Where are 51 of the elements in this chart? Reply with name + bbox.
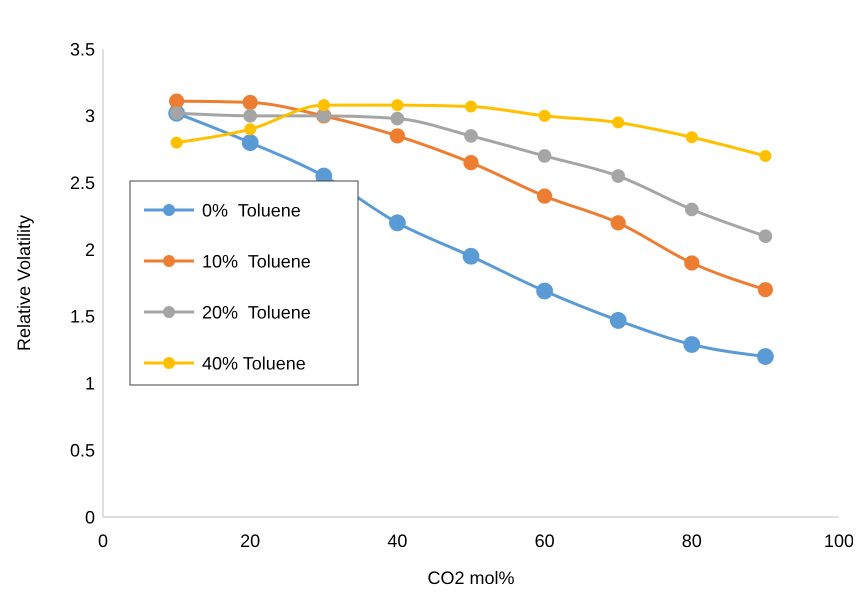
point (462, 248, 480, 265)
y-tick-label: 0 (84, 507, 95, 528)
x-axis-title: CO2 mol% (427, 568, 515, 588)
point (244, 123, 256, 136)
point (242, 134, 259, 151)
legend-label: 20% Toluene (202, 302, 311, 322)
point (538, 149, 552, 163)
x-tick-label: 20 (240, 531, 260, 551)
point (389, 214, 406, 232)
y-tick-label: 0.5 (70, 440, 95, 460)
point (684, 255, 700, 271)
point (537, 188, 552, 204)
x-tick-label: 0 (98, 531, 108, 551)
x-tick-label: 40 (387, 531, 408, 551)
y-tick-label: 2.5 (70, 173, 95, 194)
point (757, 348, 774, 365)
y-axis-title: Relative Volatility (14, 214, 34, 352)
y-tick-label: 1 (84, 374, 95, 394)
x-tick-label: 100 (824, 531, 854, 551)
point (610, 312, 627, 329)
point (390, 128, 405, 144)
point (685, 202, 699, 216)
legend-label: 10% Toluene (202, 251, 311, 272)
point (391, 99, 404, 112)
point (759, 150, 772, 162)
point (242, 94, 258, 110)
x-tick-label: 80 (682, 531, 702, 551)
point (390, 112, 404, 126)
point (243, 109, 257, 123)
point (169, 94, 184, 109)
x-tick-label: 60 (534, 531, 555, 551)
point (465, 100, 477, 112)
y-tick-label: 2 (84, 240, 95, 260)
y-tick-label: 3.5 (70, 39, 95, 60)
y-tick-label: 3 (84, 106, 95, 126)
point (538, 110, 551, 122)
point (610, 215, 626, 230)
point (536, 282, 553, 300)
point (758, 229, 772, 243)
point (683, 336, 700, 353)
point (170, 136, 183, 149)
legend-label: 40% Toluene (202, 353, 306, 374)
point (758, 282, 773, 298)
point (686, 131, 698, 144)
legend-label: 0% Toluene (202, 200, 301, 220)
point (612, 116, 624, 129)
point (611, 169, 625, 183)
point (318, 99, 330, 112)
y-tick-label: 1.5 (70, 306, 95, 327)
point (464, 129, 478, 143)
point (463, 155, 479, 170)
